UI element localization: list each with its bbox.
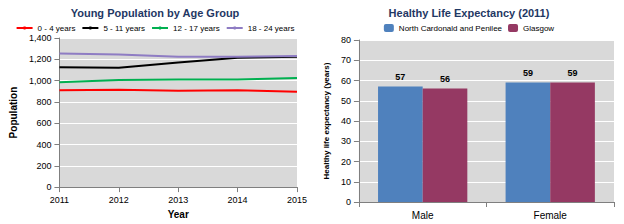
- svg-text:Healthy life expectancy (years: Healthy life expectancy (years): [322, 62, 331, 179]
- svg-text:57: 57: [395, 72, 405, 82]
- svg-text:Population: Population: [8, 87, 19, 139]
- svg-text:60: 60: [341, 76, 351, 86]
- svg-text:400: 400: [36, 140, 51, 150]
- svg-text:600: 600: [36, 118, 51, 128]
- svg-text:50: 50: [341, 96, 351, 106]
- svg-text:30: 30: [341, 136, 351, 146]
- svg-text:200: 200: [36, 161, 51, 171]
- svg-text:2014: 2014: [228, 195, 248, 205]
- svg-text:18 - 24 years: 18 - 24 years: [248, 24, 295, 33]
- svg-text:North Cardonald and Penilee: North Cardonald and Penilee: [399, 24, 503, 33]
- svg-text:Year: Year: [168, 209, 189, 220]
- svg-text:1,400: 1,400: [29, 33, 52, 43]
- svg-text:Glasgow: Glasgow: [523, 24, 554, 33]
- svg-text:0: 0: [346, 197, 351, 207]
- svg-text:2015: 2015: [287, 195, 307, 205]
- svg-text:1,000: 1,000: [29, 76, 52, 86]
- svg-text:59: 59: [568, 68, 578, 78]
- svg-text:Female: Female: [534, 210, 568, 221]
- svg-text:59: 59: [523, 68, 533, 78]
- svg-text:0: 0: [46, 182, 51, 192]
- svg-text:12 - 17 years: 12 - 17 years: [173, 24, 220, 33]
- svg-text:Healthy Life Expectancy (2011): Healthy Life Expectancy (2011): [389, 7, 550, 19]
- svg-text:56: 56: [440, 74, 450, 84]
- svg-text:5 - 11 years: 5 - 11 years: [103, 24, 145, 33]
- svg-text:Young Population by Age Group: Young Population by Age Group: [71, 7, 240, 19]
- svg-text:1,200: 1,200: [29, 54, 52, 64]
- svg-text:2013: 2013: [168, 195, 188, 205]
- svg-text:10: 10: [341, 177, 351, 187]
- svg-text:20: 20: [341, 157, 351, 167]
- svg-text:80: 80: [341, 35, 351, 45]
- svg-text:40: 40: [341, 116, 351, 126]
- svg-text:2012: 2012: [109, 195, 129, 205]
- svg-text:Male: Male: [412, 210, 434, 221]
- svg-text:0 - 4 years: 0 - 4 years: [38, 24, 76, 33]
- svg-text:70: 70: [341, 55, 351, 65]
- svg-text:2011: 2011: [50, 195, 69, 205]
- svg-text:800: 800: [36, 97, 51, 107]
